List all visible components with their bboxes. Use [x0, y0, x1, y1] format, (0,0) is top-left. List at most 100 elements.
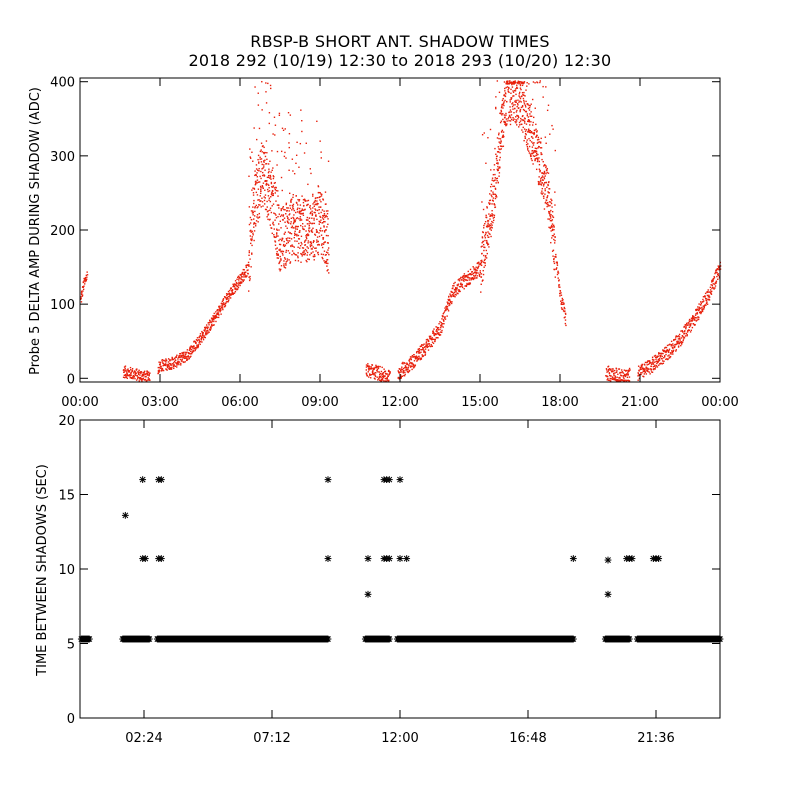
top-data-point — [522, 97, 525, 100]
top-data-point — [283, 155, 286, 158]
top-data-point — [250, 242, 252, 245]
top-data-point — [491, 220, 493, 223]
top-ytick-label: 300 — [50, 150, 75, 165]
top-data-point — [142, 371, 144, 374]
top-data-point — [554, 236, 556, 238]
top-data-point — [716, 272, 718, 274]
top-data-point — [400, 368, 402, 370]
top-data-point — [527, 149, 529, 151]
top-data-point — [514, 104, 516, 106]
top-data-point — [534, 107, 536, 109]
top-data-point — [415, 352, 418, 354]
top-data-point — [494, 187, 497, 190]
top-data-point — [664, 346, 667, 349]
top-data-point — [380, 376, 382, 379]
top-data-point — [483, 262, 486, 264]
top-data-point — [529, 131, 532, 134]
top-data-point — [274, 213, 276, 215]
top-data-point — [304, 240, 306, 242]
top-data-point — [502, 135, 504, 137]
top-data-point — [489, 228, 491, 230]
top-data-point — [628, 367, 631, 370]
top-data-point — [145, 380, 148, 382]
top-data-point — [235, 283, 238, 285]
top-data-point — [141, 378, 143, 381]
top-data-point — [249, 258, 251, 260]
top-data-point — [496, 179, 498, 182]
top-data-point — [446, 306, 449, 308]
top-data-point — [614, 379, 616, 381]
top-data-point — [459, 278, 461, 280]
top-data-point — [297, 198, 299, 201]
top-data-point — [555, 253, 557, 256]
top-data-point — [201, 336, 204, 338]
top-data-point — [307, 219, 309, 221]
top-data-point — [440, 325, 442, 327]
data-marker — [141, 555, 149, 562]
top-xtick-label: 15:00 — [461, 395, 498, 410]
top-data-point — [279, 255, 281, 258]
top-data-point — [313, 259, 315, 261]
top-data-point — [426, 345, 428, 347]
top-data-point — [267, 163, 270, 165]
top-data-point — [294, 240, 296, 242]
top-data-point — [188, 352, 191, 355]
top-data-point — [535, 136, 537, 138]
top-data-point — [537, 159, 539, 161]
top-data-point — [465, 285, 468, 288]
top-data-point — [672, 349, 675, 352]
top-data-point — [250, 266, 252, 268]
top-scatter-points — [79, 80, 722, 382]
top-data-point — [288, 222, 290, 224]
top-data-point — [528, 137, 530, 140]
top-data-point — [263, 164, 265, 166]
data-marker — [157, 555, 165, 562]
top-data-point — [496, 137, 499, 139]
top-data-point — [648, 361, 651, 363]
top-data-point — [689, 325, 692, 327]
top-data-point — [519, 110, 521, 113]
top-data-point — [682, 338, 685, 340]
top-data-point — [317, 185, 320, 188]
top-data-point — [199, 333, 202, 335]
top-data-point — [517, 116, 520, 119]
top-data-point — [147, 374, 149, 376]
top-data-point — [493, 216, 495, 218]
top-data-point — [272, 223, 274, 225]
top-data-point — [539, 181, 541, 183]
top-data-point — [498, 132, 500, 134]
top-data-point — [268, 199, 270, 201]
top-data-point — [417, 358, 419, 361]
top-data-point — [270, 178, 272, 180]
top-data-point — [704, 295, 706, 297]
top-data-point — [181, 354, 184, 356]
top-data-point — [324, 261, 326, 264]
top-data-point — [135, 369, 138, 371]
top-data-point — [540, 184, 543, 186]
top-data-point — [219, 309, 221, 312]
top-data-point — [698, 311, 701, 314]
top-data-point — [169, 368, 171, 370]
top-data-point — [415, 357, 417, 360]
top-data-point — [260, 149, 262, 151]
top-data-point — [683, 337, 686, 339]
top-data-point — [497, 162, 499, 164]
top-data-point — [455, 289, 458, 291]
top-data-point — [468, 279, 470, 281]
top-data-point — [517, 104, 519, 106]
top-data-point — [490, 214, 493, 217]
top-data-point — [199, 343, 201, 346]
top-data-point — [671, 350, 673, 352]
top-data-point — [556, 273, 559, 276]
top-data-point — [271, 232, 273, 235]
top-data-point — [308, 225, 310, 227]
top-data-point — [483, 132, 485, 134]
top-data-point — [221, 306, 223, 308]
top-data-point — [253, 202, 255, 205]
top-data-point — [286, 207, 288, 209]
top-data-point — [458, 280, 461, 282]
top-data-point — [203, 335, 205, 338]
top-data-point — [564, 307, 566, 310]
top-data-point — [251, 253, 253, 255]
top-data-point — [254, 184, 257, 186]
